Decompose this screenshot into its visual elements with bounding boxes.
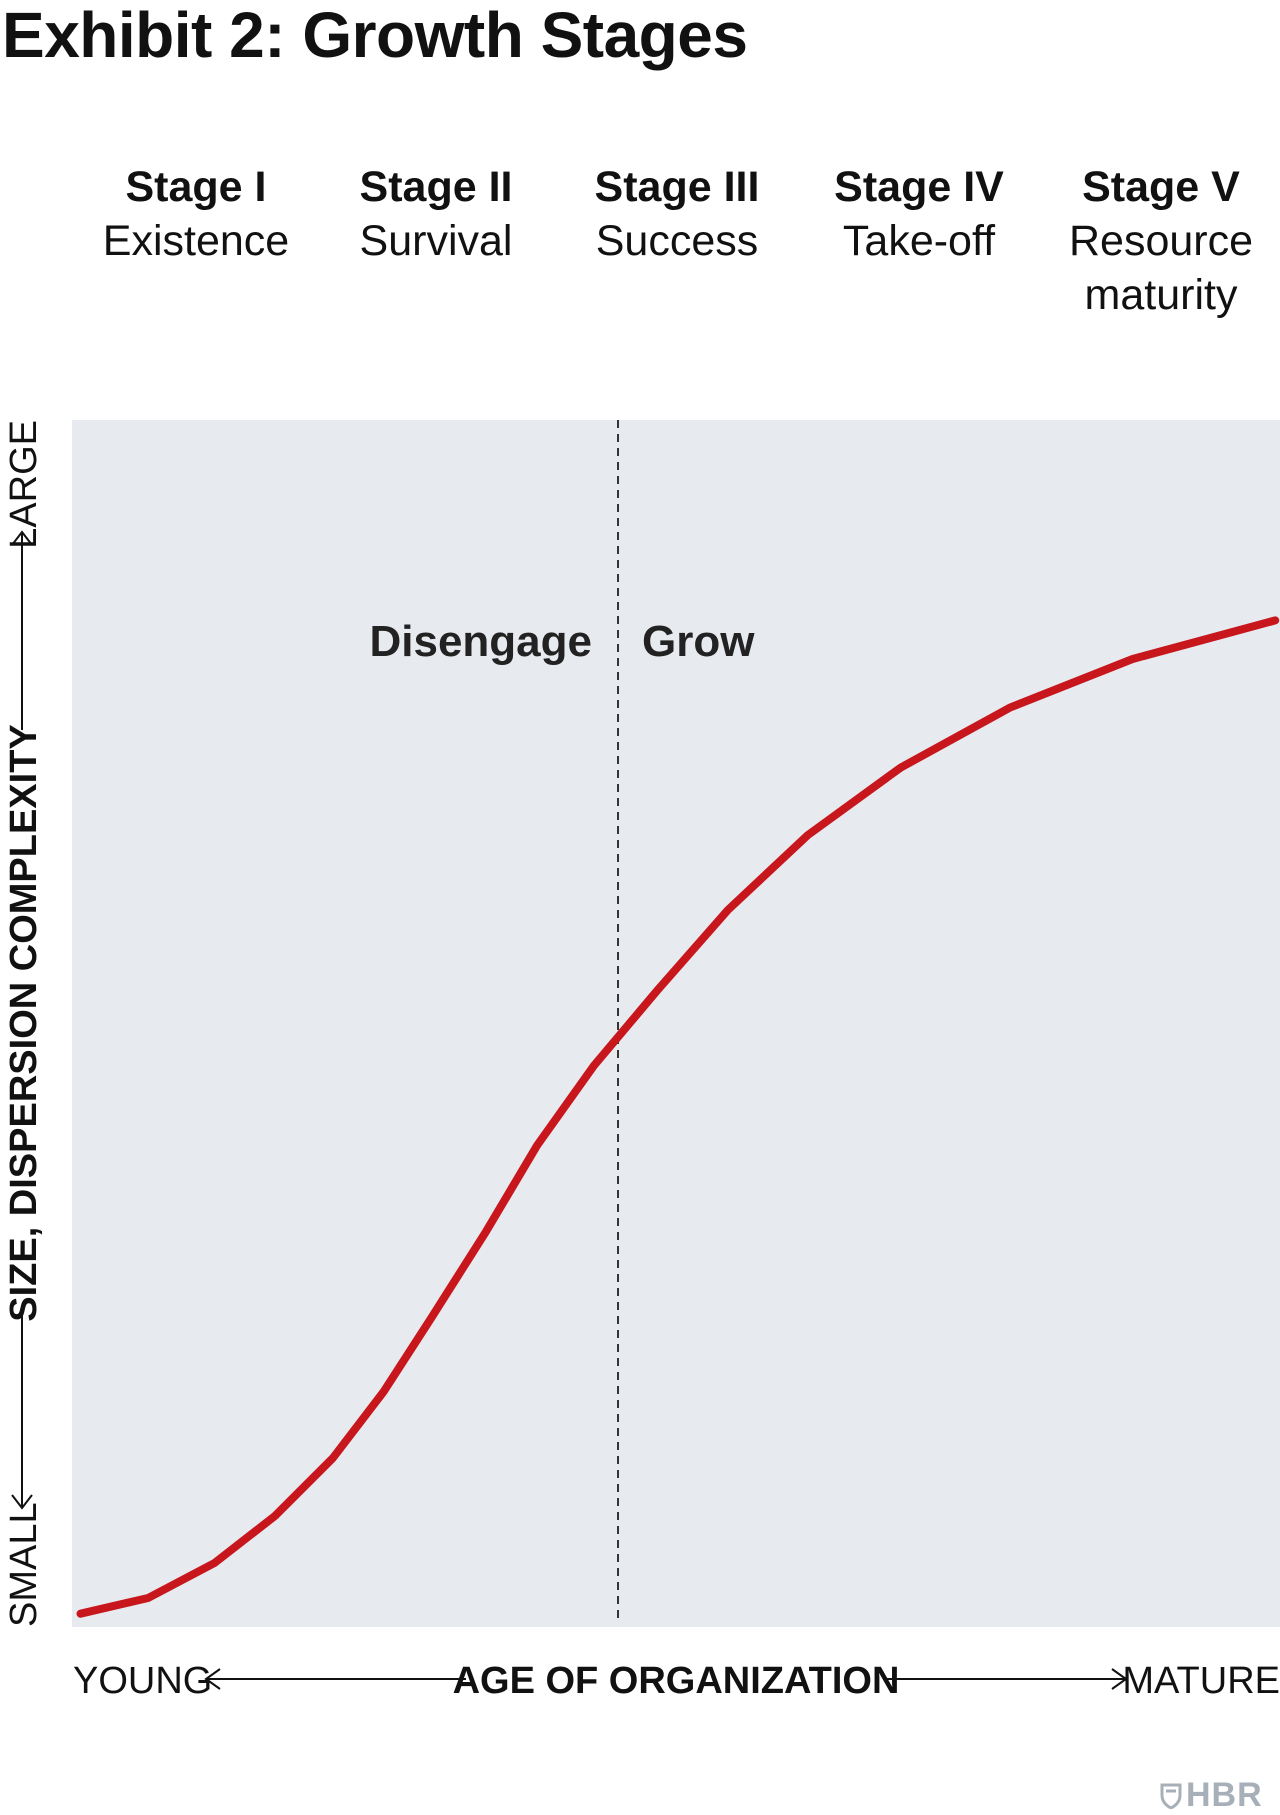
stage-3: Stage III Success bbox=[557, 160, 797, 268]
x-axis-high-label: MATURE bbox=[1122, 1660, 1280, 1702]
shield-icon bbox=[1160, 1783, 1182, 1809]
x-axis-arrow-left-icon bbox=[204, 1668, 466, 1690]
plot-area bbox=[72, 420, 1280, 1627]
stage-2: Stage II Survival bbox=[316, 160, 556, 268]
stage-3-number: Stage III bbox=[594, 163, 760, 211]
stage-1-name: Existence bbox=[102, 217, 290, 265]
growth-curve bbox=[76, 616, 1280, 1618]
y-axis-title: SIZE, DISPERSION COMPLEXITY bbox=[3, 724, 45, 1322]
disengage-label: Disengage bbox=[369, 617, 592, 666]
stage-5-number: Stage V bbox=[1082, 163, 1240, 211]
hbr-logo: HBR bbox=[1160, 1776, 1263, 1815]
hbr-logo-text: HBR bbox=[1186, 1776, 1263, 1814]
y-axis-arrow-up-icon bbox=[11, 530, 33, 730]
y-axis-arrow-down-icon bbox=[11, 1312, 33, 1510]
x-axis-low-label: YOUNG bbox=[73, 1660, 212, 1702]
stage-1-number: Stage I bbox=[125, 163, 267, 211]
exhibit-title: Exhibit 2: Growth Stages bbox=[2, 0, 748, 71]
stage-4-name: Take-off bbox=[842, 217, 996, 265]
stage-4-number: Stage IV bbox=[834, 163, 1004, 211]
x-axis-arrow-right-icon bbox=[886, 1668, 1128, 1690]
y-axis-low-label: SMALL bbox=[3, 1502, 45, 1627]
stage-3-name: Success bbox=[595, 217, 759, 265]
y-axis-high-label: LARGE bbox=[3, 420, 45, 549]
grow-label: Grow bbox=[642, 617, 755, 666]
stage-5-name: Resource maturity bbox=[1068, 217, 1254, 319]
stage-2-number: Stage II bbox=[359, 163, 513, 211]
stage-5: Stage V Resource maturity bbox=[1041, 160, 1280, 322]
stage-2-name: Survival bbox=[359, 217, 513, 265]
x-axis-title: AGE OF ORGANIZATION bbox=[453, 1660, 900, 1702]
stage-1: Stage I Existence bbox=[76, 160, 316, 268]
stage-4: Stage IV Take-off bbox=[799, 160, 1039, 268]
